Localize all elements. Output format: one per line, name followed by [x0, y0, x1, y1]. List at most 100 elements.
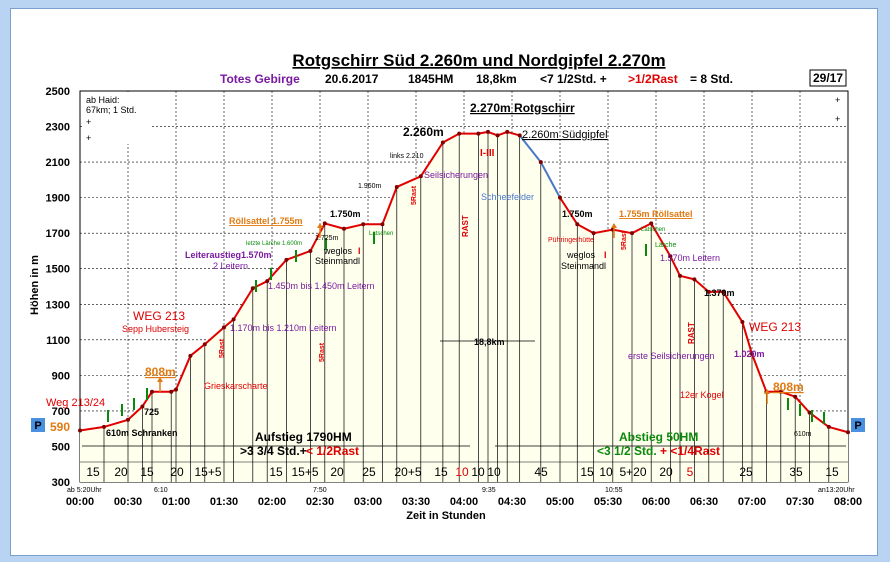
y-tick-label-1: 500 [52, 441, 70, 453]
waypoint-point-18 [380, 222, 385, 227]
waypoint-point-45 [807, 410, 812, 415]
leitern-1450-label: 1.450m bis 1.450m Leitern [268, 281, 375, 291]
duration-label-19: 5 [687, 465, 694, 479]
rast-marker-3: 5Rast [411, 185, 418, 205]
waypoint-point-24 [486, 129, 490, 134]
waypoint-point-27 [517, 133, 522, 138]
profile-segment-9 [223, 318, 235, 329]
profile-segment-41 [751, 353, 768, 393]
waypoint-point-14 [308, 248, 313, 253]
y-tick-label-11: 2500 [46, 86, 70, 98]
y-tick-label-6: 1500 [46, 264, 70, 276]
summit-south-label: 2.260m Südgipfel [522, 129, 608, 141]
profile-segment-35 [669, 255, 681, 277]
profile-segment-40 [741, 321, 753, 355]
seilsicherungen-label: Seilsicherungen [424, 170, 488, 180]
duration-label-21: 35 [789, 465, 803, 479]
roellsattel-right-label: 1.755m Röllsattel [619, 209, 693, 219]
x-tick-label-8: 04:00 [450, 496, 478, 508]
x-tick-label-3: 01:30 [210, 496, 238, 508]
waypoint-point-3 [140, 404, 145, 409]
waypoint-point-11 [250, 286, 255, 291]
profile-segment-8 [204, 326, 225, 346]
y-tick-label-8: 1900 [46, 193, 70, 205]
parking-right-marker [851, 418, 865, 432]
info-plus-1: + [86, 117, 91, 127]
waypoint-point-1 [102, 424, 106, 429]
altitude-1725-label: 1.725m [315, 235, 339, 242]
waypoint-point-40 [740, 320, 745, 325]
waypoint-point-35 [668, 254, 673, 259]
waypoint-point-31 [591, 231, 596, 236]
distance-label: 18,8km [474, 337, 505, 347]
altitude-808-right: 808m [773, 380, 804, 394]
corner-plus-1: + [835, 95, 840, 105]
duration-label-8: 25 [362, 465, 376, 479]
altitude-725-label: 725 [144, 407, 159, 417]
waypoint-point-9 [222, 325, 226, 330]
weg-213-24-label: Weg 213/24 [46, 397, 105, 409]
weg-213-left-label: WEG 213 [133, 309, 185, 323]
profile-segment-16 [343, 223, 364, 230]
waypoint-point-38 [706, 289, 711, 294]
duration-label-22: 15 [825, 465, 839, 479]
duration-label-13: 10 [487, 465, 501, 479]
duration-label-16: 10 [599, 465, 613, 479]
subtitle-hm: 1845HM [408, 72, 453, 86]
waypoint-point-12 [265, 279, 270, 284]
profile-segment-26 [506, 130, 520, 137]
profile-segment-37 [693, 278, 710, 293]
waypoint-point-33 [630, 231, 634, 236]
waypoint-point-16 [342, 226, 346, 231]
profile-segment-27 [518, 134, 542, 163]
difficulty-1-left: I [358, 246, 361, 256]
waypoint-point-39 [721, 289, 726, 294]
parking-left-altitude: 590 [50, 420, 70, 434]
summit-main-label: 2.270m Rotgschirr [470, 101, 575, 115]
y-tick-label-7: 1700 [46, 228, 70, 240]
duration-label-1: 20 [114, 465, 128, 479]
waypoint-point-23 [476, 131, 481, 136]
altitude-1960-label: 1.960m [358, 183, 382, 190]
profile-segment-30 [576, 223, 595, 235]
waypoint-point-19 [394, 184, 399, 189]
duration-label-20: 25 [739, 465, 753, 479]
altitude-1020-label: 1.020m [734, 349, 765, 359]
waypoint-point-6 [174, 387, 178, 392]
waypoint-point-5 [169, 389, 174, 394]
waypoint-point-36 [678, 273, 682, 278]
waypoint-point-8 [202, 342, 207, 347]
parking-left-marker [31, 418, 45, 432]
aufstieg-label: Aufstieg 1790HM [255, 430, 352, 444]
schneefelder-label: Schneefelder [481, 192, 534, 202]
duration-label-3: 20 [170, 465, 184, 479]
subtitle-km: 18,8km [476, 72, 517, 86]
profile-segment-19 [396, 175, 422, 188]
time-mark-1: 6:10 [154, 487, 168, 494]
info-plus-2: + [86, 133, 91, 143]
info-line-2: 67km; 1 Std. [86, 105, 137, 115]
links-2210-label: links 2.210 [390, 153, 424, 160]
x-tick-label-6: 03:00 [354, 496, 382, 508]
latschen-left-label: Latschen [369, 231, 393, 237]
x-tick-label-12: 06:00 [642, 496, 670, 508]
profile-segment-2 [127, 405, 144, 421]
waypoint-point-26 [505, 129, 510, 134]
y-axis: 300 500 700 900 1100 1300 1500 1700 1900 2100 2300… [46, 86, 70, 489]
waypoint-point-0 [78, 428, 82, 433]
x-tick-label-5: 02:30 [306, 496, 334, 508]
profile-area [80, 131, 848, 483]
x-tick-label-16: 08:00 [834, 496, 862, 508]
weglos-right-label: weglos [566, 250, 596, 260]
abstieg-time-a: <3 1/2 Std. [597, 444, 657, 458]
chart-title: Rotgschirr Süd 2.260m und Nordgipfel 2.2… [292, 51, 665, 70]
weg-213-right-label: WEG 213 [749, 320, 801, 334]
time-mark-4: 10:55 [605, 487, 623, 494]
profile-segment-36 [679, 274, 695, 281]
duration-label-17: 5+20 [619, 465, 646, 479]
waypoint-point-37 [692, 277, 697, 282]
orange-arrowhead-2 [611, 223, 617, 228]
subtitle-rast: >1/2Rast [628, 72, 678, 86]
waypoint-point-46 [826, 424, 831, 429]
waypoint-point-47 [846, 430, 850, 435]
